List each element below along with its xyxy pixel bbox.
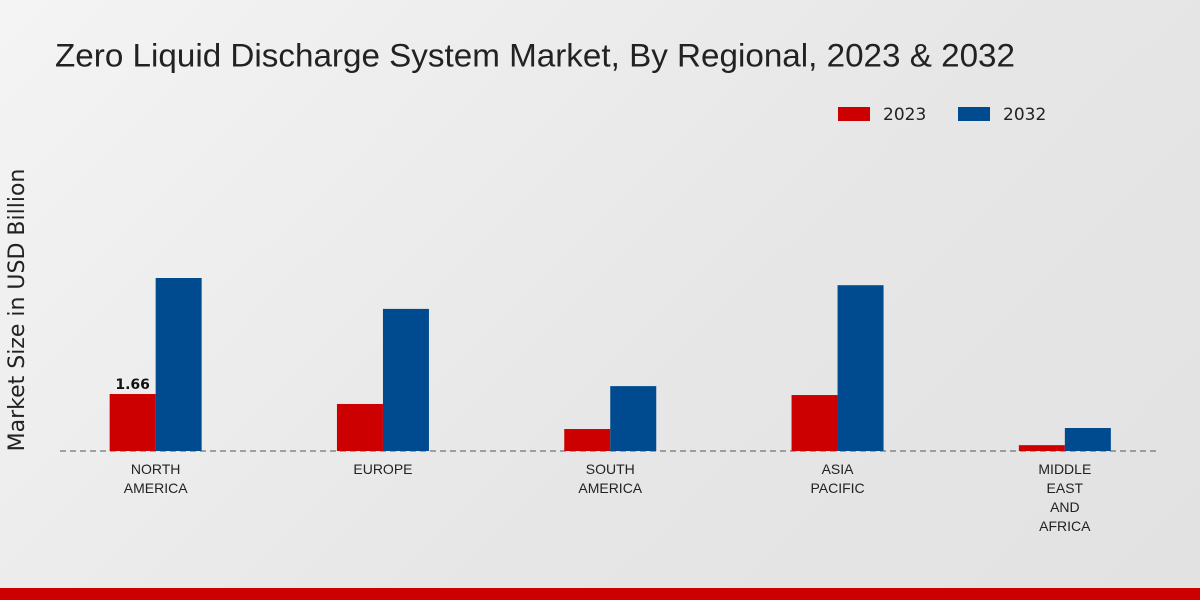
x-tick-label: MIDDLE EAST AND AFRICA	[1038, 461, 1092, 534]
bar	[791, 395, 838, 451]
x-tick-label: ASIA PACIFIC	[810, 461, 865, 496]
x-tick-label: EUROPE	[353, 461, 413, 477]
footer-bar	[0, 588, 1200, 600]
y-axis-label: Market Size in USD Billion	[5, 169, 30, 452]
legend-label: 2023	[883, 105, 926, 125]
legend-label: 2032	[1003, 105, 1046, 125]
chart-title: Zero Liquid Discharge System Market, By …	[55, 37, 1015, 73]
data-label: 1.66	[115, 377, 150, 393]
bar	[109, 394, 156, 451]
bar	[1064, 428, 1111, 451]
bar	[610, 386, 657, 451]
bar	[382, 308, 429, 451]
x-tick-label: SOUTH AMERICA	[578, 461, 643, 496]
bar	[1018, 445, 1065, 451]
legend-swatch	[838, 107, 870, 121]
bar	[837, 285, 884, 451]
bar	[336, 403, 383, 451]
bar	[564, 429, 611, 451]
bar	[155, 278, 202, 451]
x-tick-label: NORTH AMERICA	[123, 461, 188, 496]
legend-swatch	[958, 107, 990, 121]
